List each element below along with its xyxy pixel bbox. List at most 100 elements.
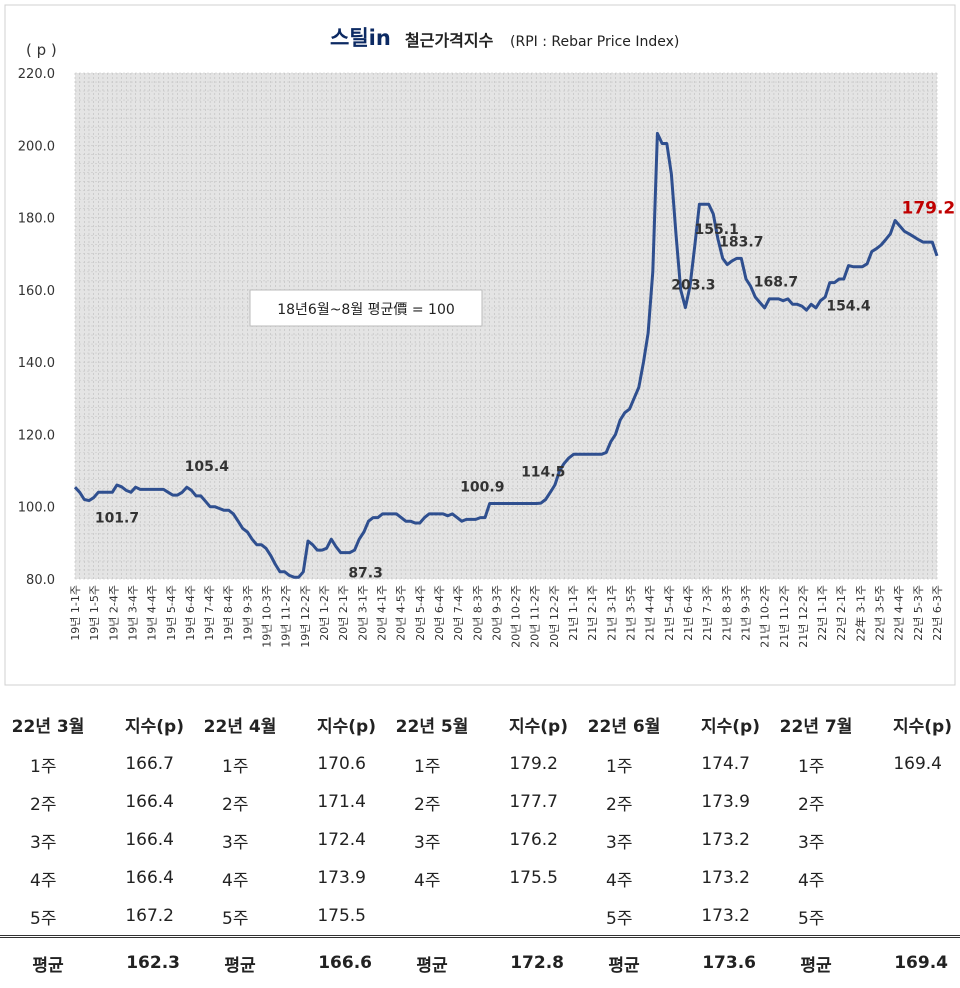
week-label: 2주 [192,783,288,821]
week-value: 173.2 [672,859,768,897]
data-label: 154.4 [826,299,871,315]
week-label: 2주 [768,783,864,821]
week-value [864,897,960,937]
x-tick-label: 20년 1-2주 [318,585,331,641]
week-label: 4주 [0,859,96,897]
week-label: 2주 [384,783,480,821]
y-tick-label: 100.0 [18,501,55,516]
week-label: 3주 [384,821,480,859]
week-label: 3주 [0,821,96,859]
x-tick-label: 20년 6-4주 [433,585,446,641]
x-tick-label: 19년 8-4주 [222,585,235,641]
data-label: 100.9 [460,479,504,495]
week-label: 2주 [0,783,96,821]
y-tick-label: 220.0 [18,67,55,82]
header-month: 22년 7월 [768,703,864,745]
x-tick-label: 22년 6-3주 [931,585,944,641]
x-tick-label: 21년 8-3주 [720,585,733,641]
x-tick-label: 22年 3-1주 [853,585,867,642]
week-value: 172.4 [288,821,384,859]
x-tick-label: 20년 8-3주 [471,585,484,641]
y-tick-label: 200.0 [18,139,55,154]
y-tick-label: 160.0 [18,284,55,299]
x-tick-label: 22년 1-1주 [816,585,829,641]
average-label: 평균 [192,937,288,988]
header-month: 22년 6월 [576,703,672,745]
week-label: 1주 [192,745,288,783]
week-label: 5주 [768,897,864,937]
average-value: 162.3 [96,937,192,988]
data-label: 203.3 [671,278,715,294]
week-value: 175.5 [480,859,576,897]
data-label: 179.2 [901,198,955,218]
data-label: 105.4 [185,459,230,475]
x-tick-label: 20년 4-1주 [375,585,388,641]
week-value: 174.7 [672,745,768,783]
average-value: 173.6 [672,937,768,988]
chart-canvas: 80.0100.0120.0140.0160.0180.0200.0220.0(… [0,0,960,690]
header-month: 22년 3월 [0,703,96,745]
x-tick-label: 20년 12-2주 [548,585,561,648]
week-label: 4주 [768,859,864,897]
x-tick-label: 21년 1-1주 [567,585,580,641]
week-label [384,897,480,937]
y-axis-label: ( p ) [26,41,57,59]
week-value: 166.4 [96,783,192,821]
x-tick-label: 21년 3-1주 [605,585,618,641]
data-label: 168.7 [754,275,798,291]
week-value: 170.6 [288,745,384,783]
x-tick-label: 21년 9-3주 [739,585,752,641]
week-value: 167.2 [96,897,192,937]
x-tick-label: 19년 5-4주 [165,585,178,641]
data-label: 114.5 [521,464,565,480]
x-tick-label: 19년 1-5주 [88,585,101,641]
week-label: 3주 [768,821,864,859]
week-value [864,859,960,897]
week-label: 1주 [576,745,672,783]
week-value: 169.4 [864,745,960,783]
x-tick-label: 20년 10-2주 [510,585,523,648]
average-value: 169.4 [864,937,960,988]
week-value: 173.2 [672,897,768,937]
x-tick-label: 21년 4-4주 [644,585,657,641]
week-value [864,783,960,821]
week-label: 5주 [192,897,288,937]
x-tick-label: 19년 9-3주 [241,585,254,641]
x-tick-label: 19년 7-4주 [203,585,216,641]
x-tick-label: 21년 7-3주 [701,585,714,641]
week-value [864,821,960,859]
x-tick-label: 21년 3-5주 [625,585,638,641]
x-tick-label: 20년 2-1주 [337,585,350,641]
week-value: 173.2 [672,821,768,859]
x-tick-label: 19년 3-4주 [126,585,139,641]
y-tick-label: 120.0 [18,428,55,443]
header-index: 지수(p) [864,703,960,745]
week-value [480,897,576,937]
brand-logo: 스틸in [330,26,391,50]
x-tick-label: 19년 10-3주 [261,585,274,648]
week-value: 176.2 [480,821,576,859]
average-label: 평균 [768,937,864,988]
header-index: 지수(p) [96,703,192,745]
chart-title: 철근가격지수 [405,31,494,50]
x-tick-label: 19년 11-2주 [280,585,293,648]
week-label: 1주 [0,745,96,783]
y-tick-label: 80.0 [26,573,55,588]
x-tick-label: 20년 9-3주 [490,585,503,641]
chart-subtitle: (RPI : Rebar Price Index) [510,34,679,50]
average-value: 172.8 [480,937,576,988]
x-tick-label: 21년 11-2주 [778,585,791,648]
x-tick-label: 19년 12-2주 [299,585,312,648]
x-tick-label: 21년 10-2주 [759,585,772,648]
week-value: 173.9 [288,859,384,897]
average-value: 166.6 [288,937,384,988]
week-label: 4주 [384,859,480,897]
week-label: 2주 [576,783,672,821]
week-value: 173.9 [672,783,768,821]
week-value: 171.4 [288,783,384,821]
